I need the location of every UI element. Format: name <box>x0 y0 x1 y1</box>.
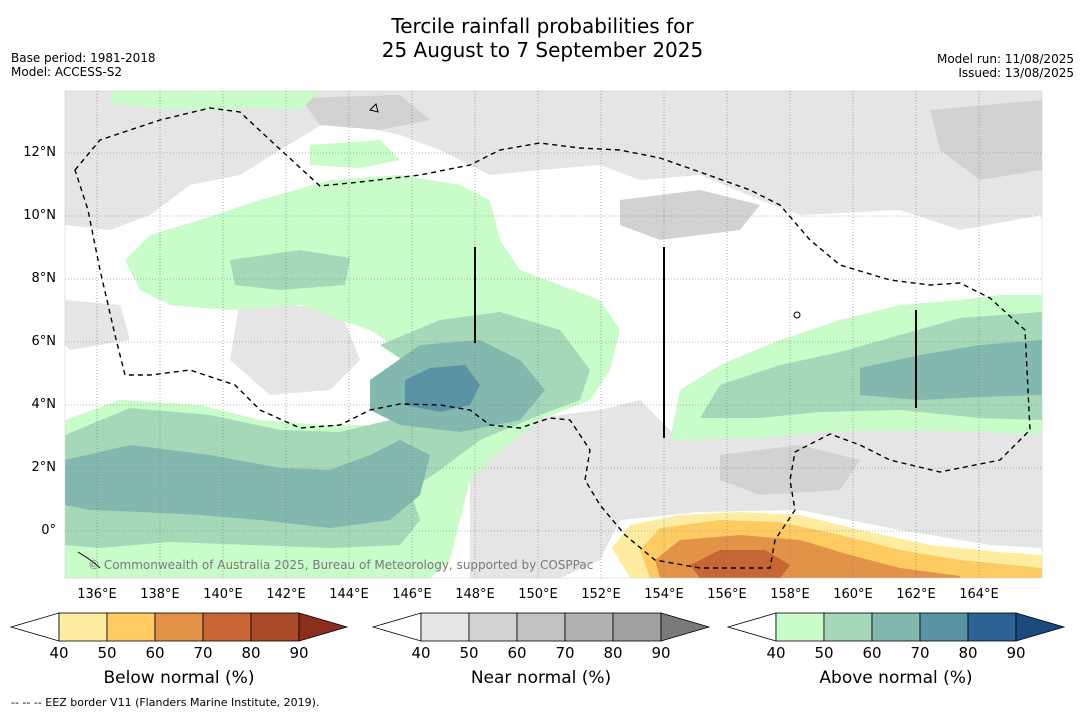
below-normal-title: Below normal (%) <box>103 668 255 688</box>
near-normal-segment <box>516 612 566 642</box>
below-tick-60: 60 <box>145 644 165 662</box>
chart-title: Tercile rainfall probabilities for 25 Au… <box>0 14 1085 62</box>
map-fields <box>65 91 1042 578</box>
below-tick-80: 80 <box>241 644 261 662</box>
island-marker-2 <box>793 311 801 319</box>
graticule <box>65 91 1042 578</box>
near-normal-region-north <box>65 91 1042 230</box>
above-normal-segment <box>919 612 969 642</box>
model-run-date: Model run: 11/08/2025 <box>936 52 1074 66</box>
eez-border <box>74 107 1031 569</box>
above-normal-high-extend <box>1015 612 1066 642</box>
near-tick-40: 40 <box>411 644 431 662</box>
lon-label-160e: 160°E <box>833 587 873 602</box>
lon-label-150e: 150°E <box>518 587 558 602</box>
below-normal-segment <box>250 612 300 642</box>
above-tick-80: 80 <box>958 644 978 662</box>
near-tick-50: 50 <box>459 644 479 662</box>
above-normal-70-central <box>405 365 480 412</box>
colorbar-near-normal <box>371 612 711 642</box>
lon-label-140e: 140°E <box>203 587 243 602</box>
lon-label-136e: 136°E <box>77 587 117 602</box>
title-line-2: 25 August to 7 September 2025 <box>381 38 704 62</box>
lat-label-8n: 8°N <box>31 271 57 286</box>
above-tick-70: 70 <box>910 644 930 662</box>
above-normal-50-north <box>230 250 350 290</box>
lon-label-164e: 164°E <box>959 587 999 602</box>
title-line-1: Tercile rainfall probabilities for <box>391 14 694 38</box>
lat-label-12n: 12°N <box>23 145 56 160</box>
below-normal-region-70 <box>690 550 790 578</box>
near-tick-80: 80 <box>603 644 623 662</box>
eez-footnote: -- -- -- EEZ border V11 (Flanders Marine… <box>11 696 320 709</box>
above-normal-60-west <box>65 440 430 528</box>
near-normal-segment <box>612 612 662 642</box>
below-normal-segment <box>106 612 156 642</box>
above-tick-40: 40 <box>766 644 786 662</box>
above-normal-segment <box>967 612 1017 642</box>
base-period: Base period: 1981-2018 <box>11 51 156 65</box>
run-info: Model run: 11/08/2025 Issued: 13/08/2025 <box>937 52 1074 80</box>
above-normal-60-east <box>860 340 1042 400</box>
map-frame <box>64 90 1043 579</box>
lon-label-154e: 154°E <box>644 587 684 602</box>
above-normal-region-north <box>310 140 400 168</box>
above-normal-segment <box>823 612 873 642</box>
lon-label-158e: 158°E <box>770 587 810 602</box>
above-normal-low-extend <box>726 612 777 642</box>
below-tick-50: 50 <box>97 644 117 662</box>
above-normal-title: Above normal (%) <box>819 668 973 688</box>
model-name: Model: ACCESS-S2 <box>11 65 123 79</box>
lon-label-152e: 152°E <box>581 587 621 602</box>
below-normal-segment <box>202 612 252 642</box>
colorbar-below-normal <box>9 612 349 642</box>
above-tick-50: 50 <box>814 644 834 662</box>
lon-label-148e: 148°E <box>455 587 495 602</box>
above-tick-90: 90 <box>1006 644 1026 662</box>
above-normal-segment <box>775 612 825 642</box>
near-normal-segment <box>468 612 518 642</box>
above-normal-segment <box>871 612 921 642</box>
lat-label-4n: 4°N <box>31 397 57 412</box>
copyright-note: © Commonwealth of Australia 2025, Bureau… <box>88 558 594 572</box>
near-normal-high-extend <box>660 612 711 642</box>
lon-label-142e: 142°E <box>266 587 306 602</box>
near-tick-90: 90 <box>651 644 671 662</box>
near-normal-segment <box>564 612 614 642</box>
above-normal-region-northwest <box>110 91 320 110</box>
colorbar-above-normal <box>726 612 1066 642</box>
lon-label-144e: 144°E <box>329 587 369 602</box>
lat-label-10n: 10°N <box>23 208 56 223</box>
near-normal-low-extend <box>371 612 422 642</box>
below-normal-high-extend <box>298 612 349 642</box>
below-normal-segment <box>58 612 108 642</box>
near-tick-70: 70 <box>555 644 575 662</box>
near-normal-darker-patch-1 <box>620 190 760 240</box>
below-tick-70: 70 <box>193 644 213 662</box>
near-normal-title: Near normal (%) <box>470 668 612 688</box>
lon-label-156e: 156°E <box>707 587 747 602</box>
near-normal-darker-patch-3 <box>930 100 1042 180</box>
near-normal-region-central <box>230 300 360 395</box>
lat-label-0: 0° <box>41 523 56 538</box>
lon-label-138e: 138°E <box>140 587 180 602</box>
near-normal-darker-patch-4 <box>300 95 430 130</box>
below-normal-low-extend <box>9 612 60 642</box>
lat-label-6n: 6°N <box>31 334 57 349</box>
below-tick-90: 90 <box>289 644 309 662</box>
issued-date: Issued: 13/08/2025 <box>958 66 1074 80</box>
island-marker-3 <box>77 551 101 569</box>
below-tick-40: 40 <box>49 644 69 662</box>
island-marker-1 <box>369 103 379 113</box>
above-tick-60: 60 <box>862 644 882 662</box>
near-normal-region-west <box>65 300 130 350</box>
below-normal-segment <box>154 612 204 642</box>
lat-label-2n: 2°N <box>31 460 57 475</box>
near-normal-segment <box>420 612 470 642</box>
near-tick-60: 60 <box>507 644 527 662</box>
model-info: Base period: 1981-2018 Model: ACCESS-S2 <box>11 51 156 79</box>
lon-label-146e: 146°E <box>392 587 432 602</box>
lon-label-162e: 162°E <box>896 587 936 602</box>
